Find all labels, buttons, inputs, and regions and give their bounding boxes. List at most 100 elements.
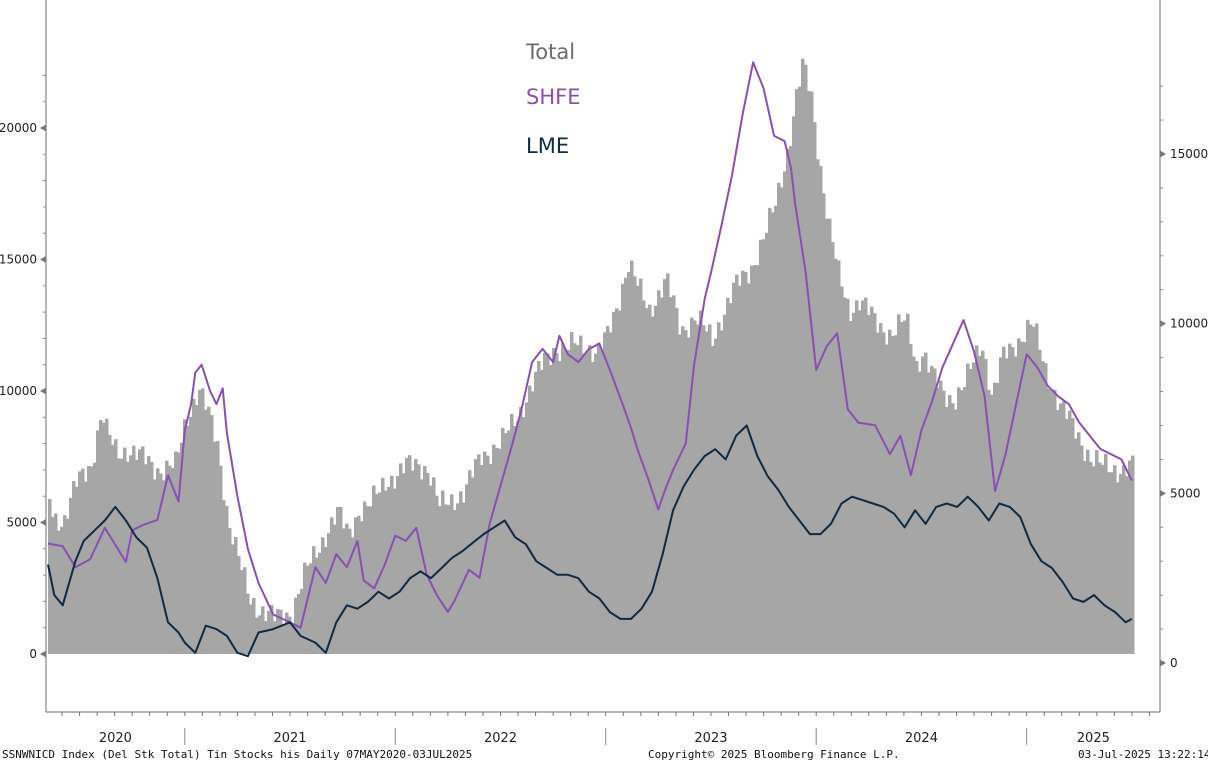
total-bar <box>636 285 640 654</box>
total-bar <box>612 311 616 654</box>
total-bar <box>708 324 712 654</box>
total-bar <box>357 515 361 654</box>
total-bar <box>732 282 736 654</box>
total-bar <box>657 290 661 654</box>
total-bar <box>474 459 478 654</box>
total-bar <box>564 350 568 654</box>
total-bar <box>846 298 850 654</box>
total-bar <box>840 286 844 654</box>
total-bar <box>438 506 442 654</box>
total-bar <box>423 466 427 654</box>
total-bar <box>543 352 547 654</box>
total-bar <box>123 447 127 654</box>
total-bar <box>729 303 733 654</box>
x-year-label: 2020 <box>99 731 132 746</box>
total-bar <box>546 353 550 654</box>
total-bar <box>309 563 313 654</box>
total-bar <box>387 486 391 654</box>
total-bar <box>492 444 496 654</box>
right-tick-mark <box>1160 150 1166 158</box>
total-bar <box>189 416 193 654</box>
footer-center: Copyright© 2025 Bloomberg Finance L.P. <box>648 748 900 761</box>
total-bar <box>849 321 853 654</box>
total-bar <box>1101 464 1105 654</box>
total-bar <box>1107 472 1111 654</box>
total-bar <box>594 353 598 654</box>
total-bar <box>495 447 499 654</box>
total-bar <box>996 383 1000 654</box>
total-bar <box>963 387 967 654</box>
x-year-label: 2025 <box>1077 731 1110 746</box>
total-bar <box>249 604 253 654</box>
total-bar <box>744 271 748 654</box>
total-bar <box>768 207 772 654</box>
total-bar <box>588 345 592 654</box>
total-bar <box>591 362 595 654</box>
total-bar <box>462 502 466 654</box>
total-bar <box>672 295 676 654</box>
total-bar <box>675 307 679 654</box>
total-bar <box>219 465 223 654</box>
total-bar <box>1053 389 1057 654</box>
total-bar <box>1110 472 1114 654</box>
total-bar <box>621 283 625 654</box>
total-bar <box>399 463 403 654</box>
total-bar <box>816 159 820 654</box>
left-tick-mark <box>40 387 46 395</box>
total-bar <box>975 345 979 654</box>
total-bar <box>825 218 829 654</box>
total-bar <box>195 405 199 654</box>
total-bar <box>435 495 439 654</box>
total-bar <box>327 533 331 654</box>
total-bar <box>1038 349 1042 654</box>
total-bar <box>108 434 112 654</box>
total-bar <box>354 517 358 654</box>
left-tick-mark <box>40 650 46 658</box>
total-bar <box>372 485 376 654</box>
total-bar <box>951 403 955 654</box>
total-bar <box>459 491 463 654</box>
total-bar <box>948 395 952 654</box>
total-bar <box>528 385 532 654</box>
total-bar <box>771 212 775 654</box>
total-bar <box>150 461 154 654</box>
left-tick-mark <box>40 519 46 526</box>
total-bar <box>297 593 301 654</box>
total-bar <box>417 464 421 654</box>
total-bar <box>984 358 988 654</box>
total-bar <box>1041 361 1045 654</box>
total-bar <box>1059 403 1063 654</box>
shfe-line <box>47 61 1133 629</box>
total-bar <box>666 273 670 654</box>
total-bar <box>315 557 319 654</box>
total-bar <box>804 64 808 654</box>
total-bar <box>879 323 883 654</box>
total-bar <box>705 331 709 654</box>
right-tick-label: 10000 <box>1170 317 1208 331</box>
total-bar <box>510 413 514 654</box>
total-bar <box>699 310 703 654</box>
total-bar <box>957 387 961 654</box>
total-bar <box>747 283 751 654</box>
total-bar <box>1083 460 1087 654</box>
total-bar <box>1077 432 1081 654</box>
total-bar <box>375 493 379 654</box>
total-bar <box>336 507 340 654</box>
total-bar <box>828 218 832 655</box>
total-bars <box>48 58 1135 655</box>
total-bar <box>345 523 349 654</box>
right-tick-label: 15000 <box>1170 147 1208 161</box>
legend-shfe: SHFE <box>526 85 580 109</box>
total-bar <box>885 344 889 654</box>
total-bar <box>579 335 583 654</box>
total-bar <box>330 517 334 654</box>
total-bar <box>162 480 166 654</box>
total-bar <box>405 457 409 654</box>
total-bar <box>606 326 610 654</box>
total-bar <box>285 612 289 654</box>
total-bar <box>447 504 451 654</box>
total-bar <box>396 476 400 654</box>
total-bar <box>720 330 724 654</box>
total-bar <box>891 335 895 654</box>
total-bar <box>1008 343 1012 654</box>
